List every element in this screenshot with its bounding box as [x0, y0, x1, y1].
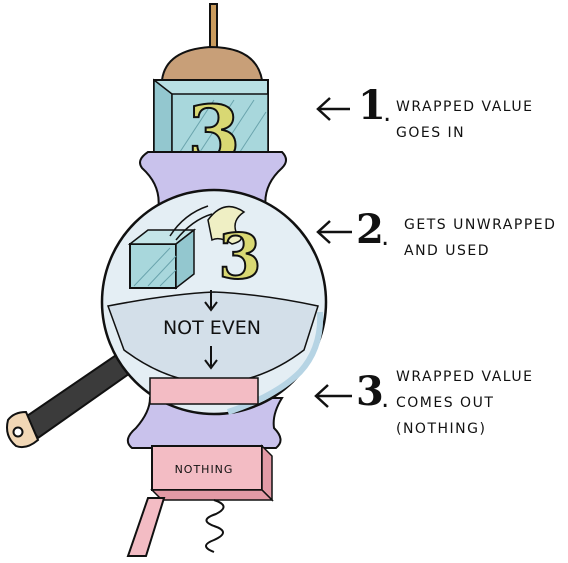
glass-globe: 3 NOT EVEN — [100, 188, 328, 416]
step-2-number: 2 — [356, 206, 384, 253]
step-3-line-1: WRAPPED VALUE — [396, 369, 534, 385]
step-3-line-3: (NOTHING) — [396, 421, 487, 437]
unwrapped-value-glyph: 3 — [218, 220, 261, 293]
output-nothing-label: NOTHING — [175, 463, 234, 476]
machine-cap — [160, 45, 264, 81]
step-1-dot: . — [383, 98, 392, 128]
ribbon — [207, 205, 246, 245]
function-label: NOT EVEN — [163, 317, 261, 339]
step-2-caption: GETS UNWRAPPED AND USED — [404, 212, 556, 264]
step-3-number: 3 — [356, 368, 384, 415]
step-2-dot: . — [381, 222, 390, 252]
spring-coil — [205, 499, 225, 553]
stand-leg — [126, 497, 166, 557]
empty-output-slot — [149, 377, 259, 405]
pointer-arrow-1 — [316, 97, 350, 121]
pointer-arrow-3 — [314, 384, 352, 408]
pointer-arrow-2 — [316, 220, 352, 244]
output-chute: NOTHING — [150, 444, 274, 502]
flow-arrow-down-1 — [204, 290, 218, 312]
step-2-line-2: AND USED — [404, 243, 491, 259]
opened-box — [127, 205, 213, 290]
step-3-dot: . — [381, 384, 390, 414]
step-2-line-1: GETS UNWRAPPED — [404, 217, 557, 233]
step-3-line-2: COMES OUT — [396, 395, 495, 411]
step-3-caption: WRAPPED VALUE COMES OUT (NOTHING) — [396, 364, 534, 442]
step-1-caption: WRAPPED VALUE GOES IN — [396, 94, 534, 146]
flow-arrow-down-2 — [204, 346, 218, 370]
step-1-number: 1 — [358, 82, 386, 129]
step-1-line-1: WRAPPED VALUE — [396, 99, 534, 115]
step-1-line-2: GOES IN — [396, 125, 466, 141]
